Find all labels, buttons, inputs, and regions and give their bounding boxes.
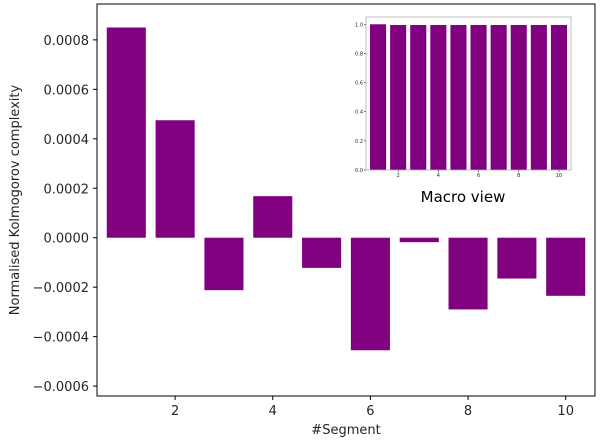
inset-bar <box>410 25 427 171</box>
inset-bar <box>510 25 527 171</box>
main-bar <box>106 27 146 238</box>
main-bar <box>253 196 293 238</box>
inset-chart: 2 4 6 8 10 0.0 0.2 0.4 0.6 0.8 1.0 Macro view <box>355 16 572 206</box>
main-x-tick-label: 4 <box>269 404 277 419</box>
inset-caption: Macro view <box>421 188 506 206</box>
main-bar <box>204 237 244 291</box>
inset-bars <box>370 24 567 171</box>
inset-x-tick-label: 8 <box>517 173 520 179</box>
inset-y-tick-label: 0.6 <box>355 81 363 87</box>
main-y-tick-label: −0.0002 <box>33 281 89 296</box>
main-y-tick-label: −0.0006 <box>33 380 89 395</box>
inset-bar <box>550 25 567 171</box>
inset-x-tick-label: 10 <box>556 173 562 179</box>
main-bar <box>350 237 390 351</box>
main-plot-frame <box>96 3 596 397</box>
inset-bar <box>530 25 547 171</box>
main-bars <box>106 27 586 351</box>
main-y-ticks: −0.0006 −0.0004 −0.0002 0.0000 0.0002 0.0004 0… <box>33 34 97 395</box>
inset-y-tick-label: 1.0 <box>355 22 363 28</box>
inset-y-tick-label: 0.4 <box>355 110 363 116</box>
main-x-tick-label: 8 <box>464 404 472 419</box>
inset-y-tick-label: 0.8 <box>355 51 363 57</box>
main-x-tick-label: 2 <box>171 404 179 419</box>
main-bar <box>546 237 586 296</box>
main-x-ticks: 2 4 6 8 10 <box>171 396 574 419</box>
inset-x-tick-label: 4 <box>437 173 440 179</box>
inset-bar <box>370 24 387 170</box>
inset-plot-frame <box>365 16 572 171</box>
inset-x-tick-label: 6 <box>477 173 480 179</box>
main-bar <box>302 237 342 268</box>
y-axis-label: Normalised Kolmogorov complexity <box>8 84 23 315</box>
x-axis-label: #Segment <box>311 423 380 438</box>
main-y-tick-label: 0.0004 <box>44 133 90 148</box>
main-y-tick-label: 0.0006 <box>44 83 90 98</box>
main-bar <box>497 237 537 279</box>
inset-y-tick-label: 0.0 <box>355 168 363 174</box>
inset-bar <box>470 25 487 171</box>
inset-bar <box>430 25 447 171</box>
main-y-tick-label: −0.0004 <box>33 331 89 346</box>
main-x-tick-label: 10 <box>557 404 574 419</box>
main-y-tick-label: 0.0008 <box>44 34 90 49</box>
main-bar <box>448 237 488 310</box>
inset-y-tick-label: 0.2 <box>355 139 363 145</box>
main-y-tick-label: 0.0002 <box>44 182 90 197</box>
inset-bar <box>450 25 467 171</box>
inset-bar <box>490 25 507 171</box>
main-bar <box>399 237 439 243</box>
main-y-tick-label: 0.0000 <box>44 232 90 247</box>
inset-x-tick-label: 2 <box>397 173 400 179</box>
main-bar <box>155 120 195 238</box>
inset-bar <box>390 25 407 171</box>
main-x-tick-label: 6 <box>366 404 374 419</box>
